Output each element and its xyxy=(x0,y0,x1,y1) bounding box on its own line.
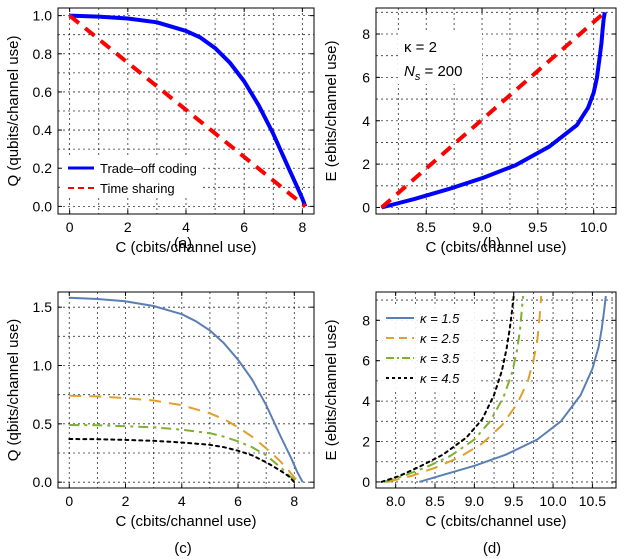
panel-c: 0 2 4 6 8 0.0 0.5 1.0 1.5 C (cbits/channel use) Q … xyxy=(5,291,315,557)
panel-label: (a) xyxy=(174,235,192,252)
y-tick-label: 0 xyxy=(362,474,370,490)
annotation-ns: Ns = 200 xyxy=(404,63,462,83)
legend-entry: Trade–off coding xyxy=(100,161,197,176)
y-axis-label: Q (qubits/channel use) xyxy=(5,36,22,187)
y-tick-label: 0.5 xyxy=(33,416,53,432)
x-tick-label: 6 xyxy=(234,493,242,509)
y-tick-label: 2 xyxy=(362,434,370,450)
x-tick-label: 4 xyxy=(178,493,186,509)
y-axis-label: Q (qbits/channel use) xyxy=(5,319,22,462)
y-tick-label: 0.4 xyxy=(33,122,53,138)
series-line-4 xyxy=(380,295,515,483)
plot-area xyxy=(58,292,314,488)
x-tick-label: 8.5 xyxy=(425,493,445,509)
x-axis-label: C (cbits/channel use) xyxy=(116,239,257,256)
x-tick-label: 8 xyxy=(298,219,306,235)
y-tick-label: 0.6 xyxy=(33,84,53,100)
x-tick-label: 8.5 xyxy=(416,219,436,235)
y-tick-label: 1.0 xyxy=(33,358,53,374)
y-tick-label: 1.5 xyxy=(33,299,53,315)
y-axis-label: E (ebits/channel use) xyxy=(323,41,340,182)
annotation-box xyxy=(398,30,482,84)
legend-entry: κ = 2.5 xyxy=(420,331,460,346)
x-tick-label: 6 xyxy=(240,219,248,235)
series-line-4 xyxy=(68,438,296,484)
legend-entry: Time sharing xyxy=(100,181,175,196)
y-tick-label: 4 xyxy=(362,113,370,129)
x-tick-label: 10.5 xyxy=(579,493,606,509)
y-tick-label: 2 xyxy=(362,156,370,172)
y-tick-label: 0.0 xyxy=(33,474,53,490)
series-line-1 xyxy=(69,13,308,208)
series-line-2 xyxy=(387,295,543,483)
series-line-1 xyxy=(381,11,607,210)
x-tick-label: 0 xyxy=(65,493,73,509)
x-tick-label: 9.0 xyxy=(472,219,492,235)
panel-d: 8.0 8.5 9.0 9.5 10.0 10.5 0 2 4 6 8 C (cbits/channe… xyxy=(323,291,617,557)
x-tick-label: 9.5 xyxy=(504,493,524,509)
series-line-1 xyxy=(419,295,607,483)
series-line-3 xyxy=(383,295,525,483)
y-tick-label: 0.0 xyxy=(33,198,53,214)
y-tick-label: 8 xyxy=(362,26,370,42)
y-tick-label: 8 xyxy=(362,312,370,328)
x-tick-label: 10.0 xyxy=(539,493,566,509)
legend-entry: κ = 4.5 xyxy=(420,371,460,386)
series-line-3 xyxy=(69,424,298,483)
plot-frame xyxy=(375,7,617,215)
y-tick-label: 0.8 xyxy=(33,46,53,62)
x-tick-label: 4 xyxy=(182,219,190,235)
legend-box xyxy=(62,158,202,198)
y-tick-label: 6 xyxy=(362,353,370,369)
x-tick-label: 2 xyxy=(122,493,130,509)
x-tick-label: 8.0 xyxy=(386,493,406,509)
panel-label: (b) xyxy=(483,235,501,252)
legend-entry: κ = 1.5 xyxy=(420,311,460,326)
x-tick-label: 0 xyxy=(66,219,74,235)
x-tick-label: 10.0 xyxy=(580,219,607,235)
x-tick-label: 9.0 xyxy=(465,493,485,509)
y-tick-label: 6 xyxy=(362,69,370,85)
series-line-2 xyxy=(380,10,607,210)
y-tick-label: 4 xyxy=(362,393,370,409)
panel-label: (c) xyxy=(174,540,192,557)
x-axis-label: C (cbits/channel use) xyxy=(116,513,257,530)
x-tick-label: 9.5 xyxy=(528,219,548,235)
series-line-2 xyxy=(68,14,307,208)
legend-entry: κ = 3.5 xyxy=(420,351,460,366)
y-axis-label: E (ebits/channel use) xyxy=(323,320,340,461)
plot-frame xyxy=(375,291,617,489)
plot-frame xyxy=(57,291,315,489)
y-tick-label: 0 xyxy=(362,199,370,215)
panel-b: 8.5 9.0 9.5 10.0 0 2 4 6 8 C (cbits/channel use) E… xyxy=(323,7,617,256)
annotation-kappa: κ = 2 xyxy=(404,39,437,56)
panel-a: 0 2 4 6 8 0.0 0.2 0.4 0.6 0.8 1.0 C (cbits/channel … xyxy=(5,7,315,256)
x-tick-label: 2 xyxy=(124,219,132,235)
y-tick-label: 1.0 xyxy=(33,8,53,24)
series-line-1 xyxy=(69,296,304,483)
x-axis-label: C (cbits/channel use) xyxy=(426,239,567,256)
x-axis-label: C (cbits/channel use) xyxy=(426,513,567,530)
panel-label: (d) xyxy=(483,540,501,557)
y-tick-label: 0.2 xyxy=(33,160,53,176)
x-tick-label: 8 xyxy=(290,493,298,509)
series-line-2 xyxy=(69,394,301,483)
